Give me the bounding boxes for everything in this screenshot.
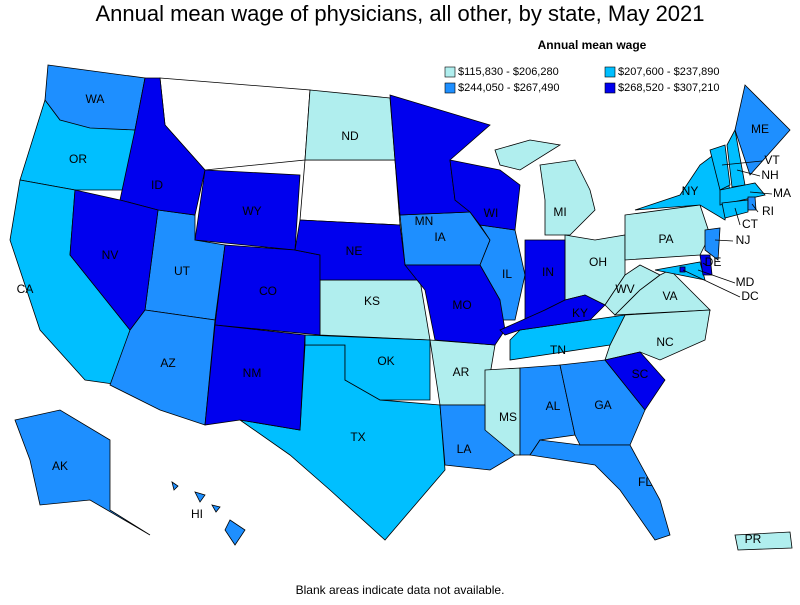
state	[204, 324, 306, 431]
state-label: VT	[764, 153, 780, 167]
state-label: VA	[662, 289, 677, 303]
state-label: NH	[761, 168, 778, 182]
state-label: AK	[52, 459, 68, 473]
legend-label: $115,830 - $206,280	[458, 66, 559, 78]
state-label: MS	[499, 410, 517, 424]
state-label: MA	[773, 186, 791, 200]
state-label: KY	[572, 306, 588, 320]
state	[304, 89, 396, 161]
state-label: IL	[502, 267, 512, 281]
legend-title: Annual mean wage	[538, 38, 647, 52]
state	[214, 244, 321, 336]
state	[439, 404, 516, 471]
state	[171, 481, 246, 546]
state	[734, 531, 793, 551]
state-label: MD	[736, 275, 755, 289]
leader-line	[714, 239, 734, 242]
state-label: MN	[415, 214, 434, 228]
state-label: TX	[350, 430, 365, 444]
leader-line	[734, 207, 741, 226]
state-label: KS	[364, 294, 380, 308]
state-label: PR	[745, 532, 762, 546]
state	[604, 351, 666, 411]
state	[734, 84, 791, 176]
state-label: ID	[151, 178, 163, 192]
legend: $115,830 - $206,280 $207,600 - $237,890 $2…	[444, 66, 720, 94]
title: Annual mean wage of physicians, all othe…	[95, 1, 704, 26]
state-label: DC	[741, 289, 759, 303]
legend-swatch	[604, 66, 616, 78]
state-label: OR	[69, 152, 87, 166]
leader-line	[697, 269, 736, 284]
legend-swatch	[604, 82, 616, 94]
state-label: SC	[632, 367, 649, 381]
state-label: CT	[742, 217, 759, 231]
state	[304, 334, 431, 401]
leader-line	[736, 169, 761, 177]
state	[294, 219, 421, 281]
state-label: UT	[174, 264, 191, 278]
leader-line	[749, 191, 773, 195]
legend-swatch	[444, 82, 456, 94]
state	[704, 227, 721, 261]
state-blank	[299, 159, 401, 226]
state-label: AR	[453, 365, 470, 379]
leader-line	[682, 269, 741, 298]
state	[719, 182, 766, 206]
state	[14, 409, 151, 536]
state-label: TN	[550, 343, 566, 357]
state-label: NJ	[736, 233, 751, 247]
state	[529, 439, 671, 541]
state-label: ND	[341, 129, 359, 143]
state-label: NV	[102, 248, 119, 262]
state-label: MI	[553, 205, 566, 219]
state	[319, 279, 431, 341]
state-label: IN	[542, 265, 554, 279]
state-label: NM	[243, 366, 262, 380]
state-label: PA	[658, 232, 673, 246]
states	[9, 64, 793, 551]
state	[119, 77, 206, 216]
state-label: CO	[259, 284, 277, 298]
state-label: AL	[546, 399, 561, 413]
state	[499, 294, 606, 336]
state-label: NY	[682, 184, 699, 198]
state	[449, 159, 521, 231]
legend-label: $244,050 - $267,490	[458, 82, 560, 94]
state-label: ME	[751, 122, 769, 136]
state	[494, 139, 596, 236]
state-label: HI	[191, 507, 203, 521]
state-label: AZ	[160, 356, 175, 370]
note: Blank areas indicate data not available.	[296, 583, 505, 597]
state-label: MO	[452, 298, 471, 312]
state-label: WA	[86, 92, 105, 106]
legend-label: $268,520 - $307,210	[618, 82, 720, 94]
state-label: FL	[638, 475, 652, 489]
legend-label: $207,600 - $237,890	[618, 66, 720, 78]
state-label: OH	[589, 255, 607, 269]
legend-swatch	[444, 66, 456, 78]
leader-line	[702, 262, 707, 266]
state-label: NC	[656, 335, 674, 349]
state-label: DE	[705, 255, 722, 269]
state	[404, 264, 506, 346]
state-label: IA	[434, 230, 445, 244]
state-label: LA	[457, 442, 472, 456]
state-label: RI	[762, 204, 774, 218]
leader-line	[751, 203, 759, 213]
state	[709, 144, 731, 191]
state-label: WI	[484, 206, 499, 220]
state	[69, 189, 159, 331]
state-label: WV	[615, 282, 634, 296]
state-label: OK	[377, 354, 394, 368]
state-label: NE	[346, 244, 363, 258]
state-label: CA	[17, 282, 34, 296]
state	[679, 266, 686, 273]
state-label: GA	[594, 398, 611, 412]
leader-line	[721, 160, 763, 166]
state-label: WY	[242, 204, 261, 218]
